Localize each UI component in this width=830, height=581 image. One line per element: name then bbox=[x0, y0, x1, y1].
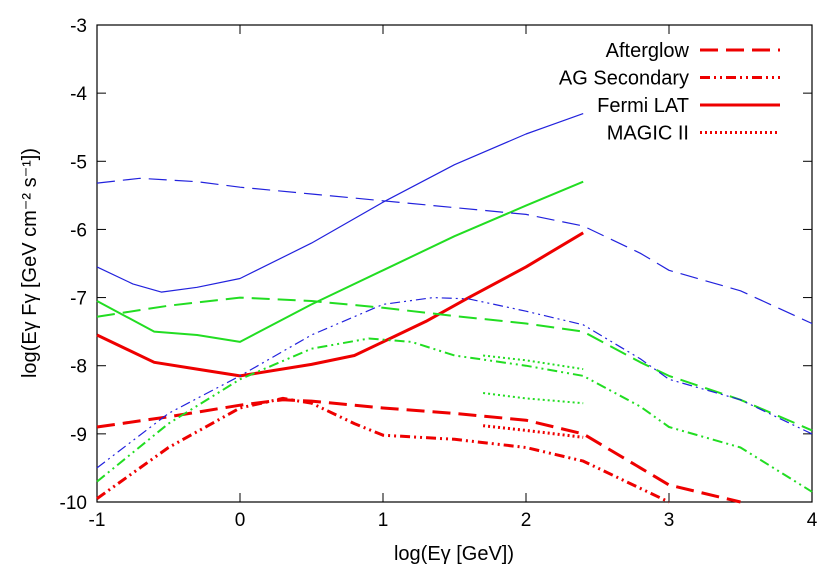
x-tick-label: 4 bbox=[807, 510, 818, 531]
axis-ticks: -1 0 1 2 3 4-10-9-8-7-6-5-4-3 bbox=[60, 16, 818, 531]
series-red-magic-line bbox=[482, 424, 584, 439]
y-tick-label: -5 bbox=[70, 152, 87, 173]
y-tick-label: -9 bbox=[70, 425, 87, 446]
series-green-fermi-line bbox=[96, 180, 584, 343]
x-tick-label: -1 bbox=[89, 510, 106, 531]
legend-label: Afterglow bbox=[606, 40, 690, 62]
legend: Afterglow AG Secondary Fermi LAT MAGIC II bbox=[559, 40, 780, 145]
x-tick-label: 3 bbox=[664, 510, 675, 531]
x-tick-label: 1 bbox=[378, 510, 389, 531]
plot-frame bbox=[96, 24, 813, 503]
series-blue-fermi-line bbox=[96, 113, 584, 293]
series-blue-afterglow-line bbox=[96, 177, 813, 325]
legend-label: MAGIC II bbox=[607, 123, 689, 145]
series-green-magic-line bbox=[482, 354, 584, 371]
x-tick-label: 0 bbox=[235, 510, 246, 531]
series-green-magic-line bbox=[482, 392, 584, 405]
y-tick-label: -3 bbox=[70, 16, 87, 37]
y-tick-label: -7 bbox=[70, 289, 87, 310]
x-tick-label: 2 bbox=[521, 510, 532, 531]
y-tick-label: -8 bbox=[70, 357, 87, 378]
series-red-fermi-line bbox=[96, 231, 584, 378]
legend-label: AG Secondary bbox=[559, 68, 689, 90]
y-tick-label: -4 bbox=[70, 84, 87, 105]
y-axis-title: log(Eγ Fγ [GeV cm⁻² s⁻¹]) bbox=[19, 148, 41, 378]
series-green-afterglow-line bbox=[96, 296, 813, 432]
legend-label: Fermi LAT bbox=[597, 95, 689, 117]
x-axis-title: log(Eγ [GeV]) bbox=[394, 543, 514, 565]
series-layer bbox=[96, 113, 813, 504]
series-red-afterglow-line bbox=[96, 398, 741, 504]
series-blue-secondary-line bbox=[96, 297, 813, 469]
y-tick-label: -10 bbox=[60, 493, 87, 514]
series-green-secondary-line bbox=[96, 337, 813, 493]
y-tick-label: -6 bbox=[70, 220, 87, 241]
